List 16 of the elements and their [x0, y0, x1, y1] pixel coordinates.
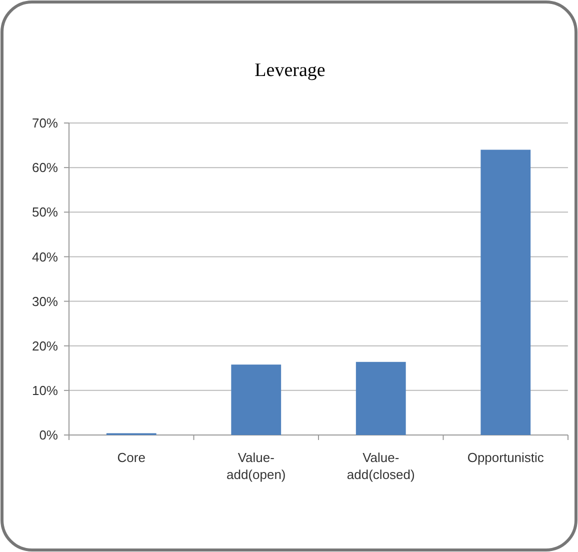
- y-tick-label: 30%: [32, 294, 58, 309]
- x-tick-label: Value-add(open): [226, 450, 286, 482]
- y-tick-label: 0%: [39, 428, 58, 443]
- x-tick-label: Core: [117, 450, 146, 465]
- bar: [231, 364, 282, 435]
- x-tick-label: Value-add(closed): [346, 450, 415, 482]
- x-tick-label: Opportunistic: [467, 450, 544, 465]
- y-tick-label: 70%: [32, 116, 58, 131]
- chart-title: Leverage: [254, 60, 326, 81]
- y-tick-label: 40%: [32, 249, 58, 264]
- bar: [356, 362, 406, 435]
- y-tick-label: 10%: [32, 382, 58, 398]
- y-tick-label: 60%: [32, 160, 58, 176]
- bar: [480, 150, 531, 435]
- y-tick-label: 20%: [32, 338, 58, 354]
- y-tick-label: 50%: [32, 204, 58, 220]
